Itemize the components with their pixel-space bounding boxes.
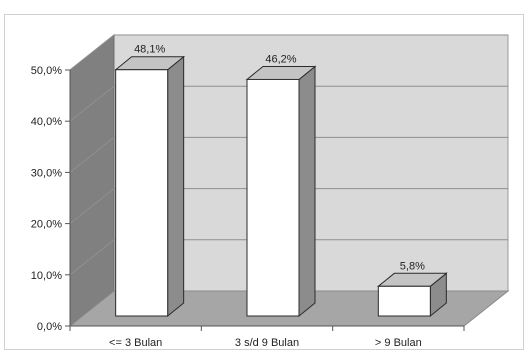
bar-1 — [114, 55, 186, 318]
data-label: 48,1% — [134, 44, 165, 56]
labels: 0,0% 10,0% 20,0% 30,0% 40,0% 50,0% 48,1% <= 3 B… — [31, 44, 425, 349]
gridline — [69, 85, 508, 122]
y-tick-label: 10,0% — [31, 270, 62, 282]
bar-front — [246, 78, 300, 317]
x-tick-label: > 9 Bulan — [375, 337, 422, 349]
bar-3 — [376, 272, 448, 318]
gridline — [69, 239, 508, 276]
bar-2 — [245, 65, 317, 318]
axes — [65, 69, 465, 331]
y-tick-label: 20,0% — [31, 219, 62, 231]
gridline — [69, 136, 508, 173]
bars — [114, 55, 448, 318]
data-label: 46,2% — [265, 53, 296, 65]
data-label: 5,8% — [400, 260, 425, 272]
bar-side — [298, 65, 316, 318]
gridlines — [69, 34, 508, 276]
x-tick-label: <= 3 Bulan — [109, 337, 162, 349]
y-tick-label: 30,0% — [31, 167, 62, 179]
bar-front — [377, 285, 431, 317]
y-tick-label: 50,0% — [31, 65, 62, 77]
y-tick-label: 0,0% — [37, 321, 62, 333]
side-wall — [69, 33, 115, 328]
bar-side — [167, 55, 185, 318]
y-tick-label: 40,0% — [31, 116, 62, 128]
bar-front — [115, 69, 169, 317]
x-tick-label: 3 s/d 9 Bulan — [235, 337, 299, 349]
gridline — [69, 34, 508, 71]
gridline — [69, 188, 508, 224]
